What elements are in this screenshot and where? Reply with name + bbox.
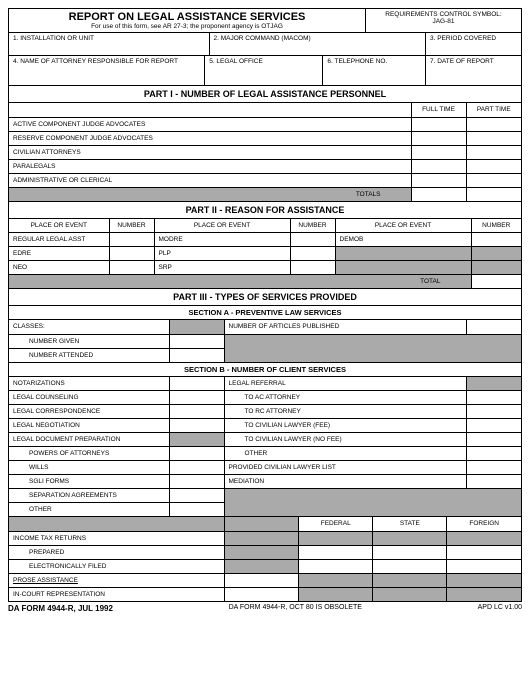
field-2[interactable]: 2. MAJOR COMMAND (MACOM) xyxy=(210,33,426,55)
p1-row: ACTIVE COMPONENT JUDGE ADVOCATES xyxy=(9,117,411,131)
form-container: REPORT ON LEGAL ASSISTANCE SERVICES For … xyxy=(8,8,522,602)
part1-header: PART I - NUMBER OF LEGAL ASSISTANCE PERS… xyxy=(9,86,521,103)
part3-header: PART III - TYPES OF SERVICES PROVIDED xyxy=(9,289,521,306)
section-a-table: CLASSES: NUMBER OF ARTICLES PUBLISHED NU… xyxy=(9,320,521,363)
p1-totals: TOTALS xyxy=(9,187,411,201)
header-right: REQUIREMENTS CONTROL SYMBOL: JAG-81 xyxy=(366,9,521,32)
part2-table: PLACE OR EVENT NUMBER PLACE OR EVENT NUM… xyxy=(9,219,521,290)
section-b-header: SECTION B - NUMBER OF CLIENT SERVICES xyxy=(9,363,521,377)
form-title: REPORT ON LEGAL ASSISTANCE SERVICES xyxy=(13,11,361,23)
header-left: REPORT ON LEGAL ASSISTANCE SERVICES For … xyxy=(9,9,366,32)
section-a-header: SECTION A - PREVENTIVE LAW SERVICES xyxy=(9,306,521,320)
section-b-bottom: FEDERAL STATE FOREIGN INCOME TAX RETURNS… xyxy=(9,517,521,601)
req-value: JAG-81 xyxy=(368,18,519,25)
field-1[interactable]: 1. INSTALLATION OR UNIT xyxy=(9,33,210,55)
part1-table: FULL TIME PART TIME ACTIVE COMPONENT JUD… xyxy=(9,103,521,202)
footer-center: DA FORM 4944-R, OCT 80 IS OBSOLETE xyxy=(229,604,362,613)
row-4-7: 4. NAME OF ATTORNEY RESPONSIBLE FOR REPO… xyxy=(9,56,521,86)
col-fulltime: FULL TIME xyxy=(411,103,466,117)
form-subtitle: For use of this form, see AR 27-3; the p… xyxy=(13,23,361,30)
col-parttime: PART TIME xyxy=(466,103,521,117)
part2-header: PART II - REASON FOR ASSISTANCE xyxy=(9,202,521,219)
field-7[interactable]: 7. DATE OF REPORT xyxy=(426,56,521,85)
p1-row: CIVILIAN ATTORNEYS xyxy=(9,145,411,159)
p1-row: PARALEGALS xyxy=(9,159,411,173)
header: REPORT ON LEGAL ASSISTANCE SERVICES For … xyxy=(9,9,521,33)
footer: DA FORM 4944-R, JUL 1992 DA FORM 4944-R,… xyxy=(8,602,522,613)
field-5[interactable]: 5. LEGAL OFFICE xyxy=(205,56,323,85)
row-1-3: 1. INSTALLATION OR UNIT 2. MAJOR COMMAND… xyxy=(9,33,521,56)
field-3[interactable]: 3. PERIOD COVERED xyxy=(426,33,521,55)
field-4[interactable]: 4. NAME OF ATTORNEY RESPONSIBLE FOR REPO… xyxy=(9,56,205,85)
footer-left: DA FORM 4944-R, JUL 1992 xyxy=(8,604,113,613)
req-label: REQUIREMENTS CONTROL SYMBOL: xyxy=(368,11,519,18)
field-6[interactable]: 6. TELEPHONE NO. xyxy=(323,56,426,85)
p1-row: ADMINISTRATIVE OR CLERICAL xyxy=(9,173,411,187)
p1-row: RESERVE COMPONENT JUDGE ADVOCATES xyxy=(9,131,411,145)
footer-right: APD LC v1.00 xyxy=(478,604,522,613)
section-b-table: NOTARIZATIONSLEGAL REFERRAL LEGAL COUNSE… xyxy=(9,377,521,518)
